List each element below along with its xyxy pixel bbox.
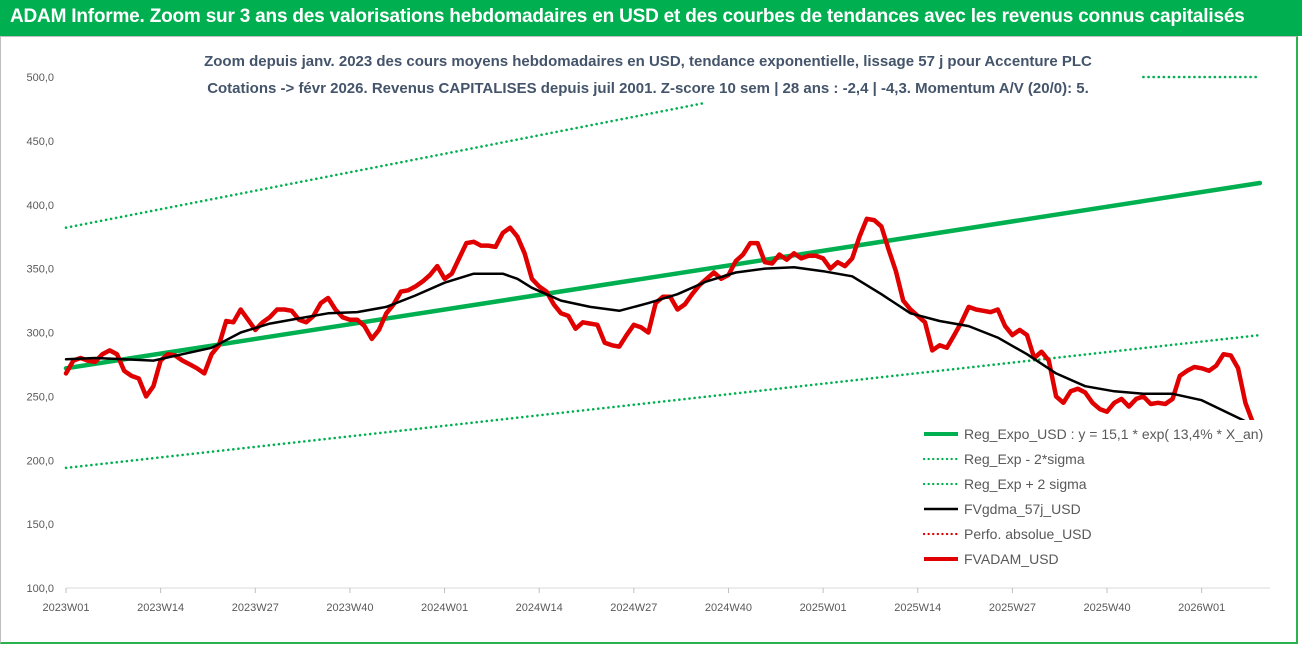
series-layer bbox=[63, 75, 1270, 470]
y-tick-label: 350,0 bbox=[26, 264, 54, 276]
header-banner: ADAM Informe. Zoom sur 3 ans des valoris… bbox=[0, 0, 1302, 36]
legend: Reg_Expo_USD : y = 15,1 * exp( 13,4% * X… bbox=[918, 420, 1270, 580]
legend-label: Reg_Exp + 2 sigma bbox=[964, 476, 1087, 492]
series-line-reg-expo-usd bbox=[63, 180, 1263, 371]
x-axis: 2023W01 2023W14 2023W27 2023W40 2024W01 2024W… bbox=[42, 587, 1270, 614]
y-tick-label: 450,0 bbox=[26, 136, 54, 148]
legend-label: Reg_Expo_USD : y = 15,1 * exp( 13,4% * X… bbox=[964, 426, 1263, 442]
y-tick-label: 100,0 bbox=[26, 583, 54, 595]
y-tick-label: 400,0 bbox=[26, 200, 54, 212]
x-tick-label: 2023W40 bbox=[326, 602, 373, 614]
chart-frame bbox=[0, 36, 1298, 644]
x-tick-label: 2024W14 bbox=[516, 602, 563, 614]
x-tick-label: 2026W01 bbox=[1178, 602, 1225, 614]
legend-label: FVgdma_57j_USD bbox=[964, 501, 1081, 517]
y-tick-label: 250,0 bbox=[26, 391, 54, 403]
y-axis: 500,0 450,0 400,0 350,0 300,0 250,0 200,0 150,0… bbox=[26, 72, 54, 595]
x-tick-label: 2025W40 bbox=[1083, 602, 1130, 614]
series-line-reg-exp bbox=[64, 333, 1262, 470]
legend-label: FVADAM_USD bbox=[964, 551, 1059, 567]
legend-label: Reg_Exp - 2*sigma bbox=[964, 451, 1085, 467]
y-tick-label: 300,0 bbox=[26, 328, 54, 340]
x-tick-label: 2023W01 bbox=[42, 602, 89, 614]
x-tick-label: 2023W27 bbox=[232, 602, 279, 614]
y-tick-label: 150,0 bbox=[26, 519, 54, 531]
chart-title: Zoom depuis janv. 2023 des cours moyens … bbox=[204, 53, 1092, 70]
x-tick-label: 2024W27 bbox=[610, 602, 657, 614]
series-line-reg-exp bbox=[64, 101, 708, 229]
series-line-fvgdma-57j-usd bbox=[64, 266, 1262, 430]
x-tick-label: 2025W27 bbox=[989, 602, 1036, 614]
x-tick-label: 2024W40 bbox=[705, 602, 752, 614]
x-tick-label: 2025W01 bbox=[800, 602, 847, 614]
x-tick-label: 2024W01 bbox=[421, 602, 468, 614]
y-tick-label: 200,0 bbox=[26, 455, 54, 467]
y-tick-label: 500,0 bbox=[26, 72, 54, 84]
chart-subtitle: Cotations -> févr 2026. Revenus CAPITALI… bbox=[207, 80, 1089, 97]
x-tick-label: 2023W14 bbox=[137, 602, 184, 614]
x-tick-label: 2025W14 bbox=[894, 602, 941, 614]
legend-label: Perfo. absolue_USD bbox=[964, 526, 1092, 542]
legend-box bbox=[918, 420, 1270, 580]
banner-title: ADAM Informe. Zoom sur 3 ans des valoris… bbox=[10, 6, 1245, 27]
